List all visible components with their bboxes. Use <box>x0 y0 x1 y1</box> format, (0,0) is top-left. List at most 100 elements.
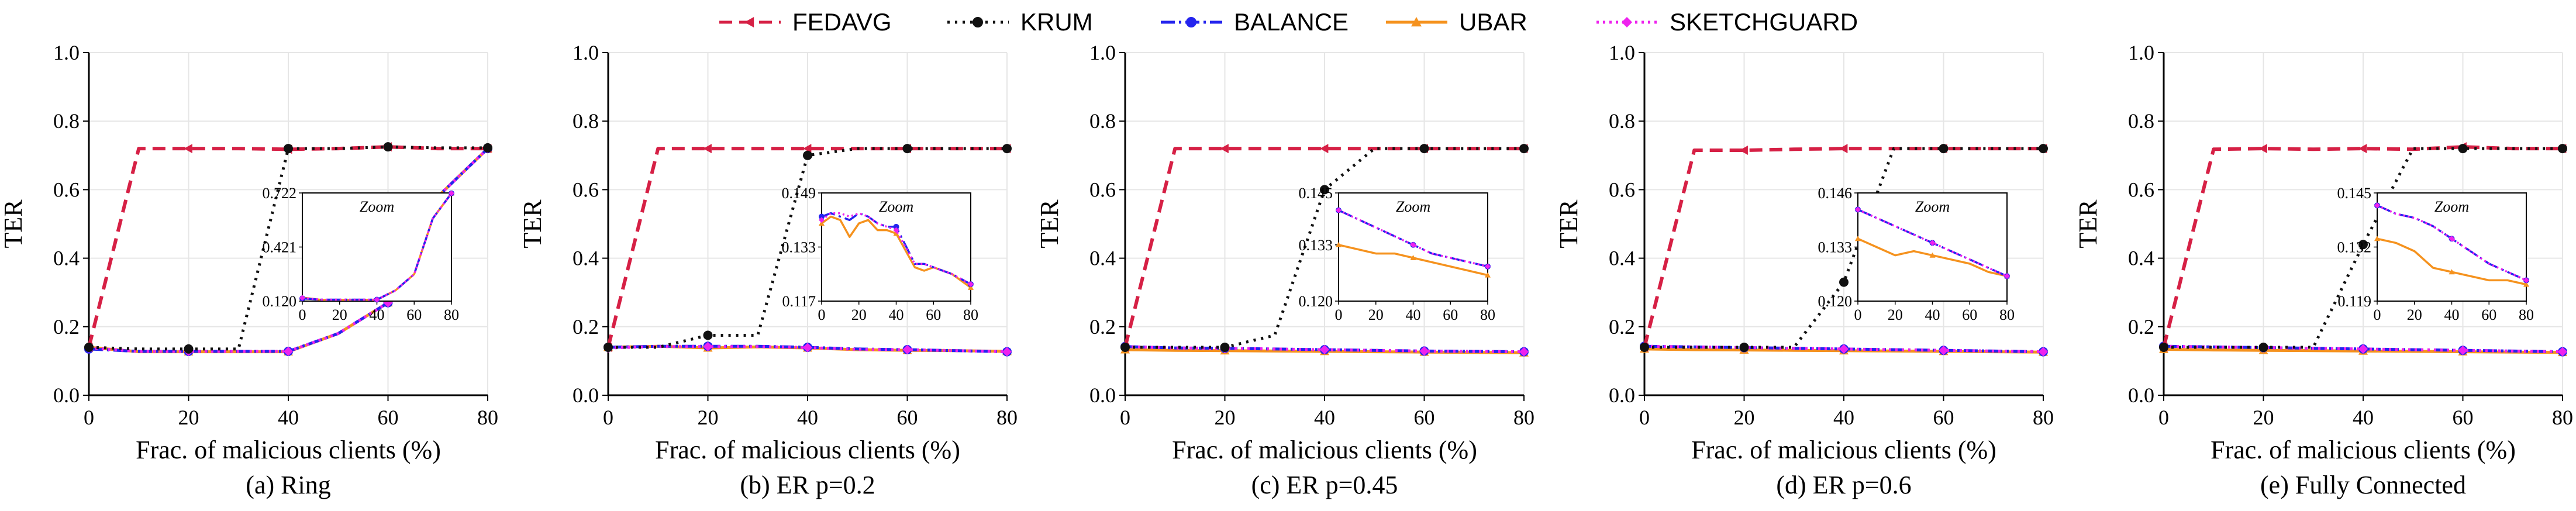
point-fedavg <box>2258 144 2267 154</box>
x-tick-label: 80 <box>996 406 1018 429</box>
x-tick-label: 20 <box>698 406 719 429</box>
inset-y-tick-label: 0.146 <box>1818 185 1853 202</box>
inset-point-ubar <box>968 284 974 290</box>
point-krum <box>703 330 713 340</box>
point-krum <box>2258 342 2268 352</box>
inset-series-ubar <box>2374 236 2529 287</box>
x-tick-label: 40 <box>2353 406 2374 429</box>
y-tick-label: 0.4 <box>53 247 80 270</box>
point-fedavg <box>184 144 192 154</box>
inset-y-tick-label: 0.145 <box>2337 185 2372 202</box>
point-sketchguard <box>703 341 713 351</box>
point-krum <box>604 342 613 352</box>
y-tick-label: 0.6 <box>573 178 599 201</box>
x-tick-label: 20 <box>1215 406 1236 429</box>
legend-label-balance: BALANCE <box>1234 8 1349 36</box>
x-axis-label: Frac. of malicious clients (%) <box>1172 436 1477 464</box>
point-krum <box>2558 144 2567 154</box>
inset-point-ubar <box>1929 252 1936 258</box>
point-fedavg <box>1839 144 1848 154</box>
y-axis-label: TER <box>0 199 27 248</box>
series-line-fedavg <box>1123 147 1524 348</box>
inset-y-tick-label: 0.132 <box>2337 239 2372 256</box>
point-krum <box>803 150 812 160</box>
point-krum <box>1002 144 1012 154</box>
inset-y-tick-label: 0.120 <box>263 293 297 310</box>
inset-y-tick-label: 0.120 <box>1818 293 1853 310</box>
inset-x-tick-label: 40 <box>370 306 385 323</box>
inset-point-sketchguard <box>819 217 825 223</box>
y-tick-label: 0.0 <box>1089 384 1116 407</box>
inset-series-sketchguard <box>1336 207 1491 270</box>
inset-line-sketchguard <box>1857 208 2008 277</box>
inset-x-tick-label: 60 <box>1443 306 1458 323</box>
point-krum <box>1320 185 1329 195</box>
y-tick-label: 0.0 <box>1609 384 1635 407</box>
inset-x-tick-label: 80 <box>963 306 978 323</box>
inset-x-tick-label: 60 <box>406 306 422 323</box>
inset-x-tick-label: 80 <box>1480 306 1495 323</box>
inset-x-tick-label: 40 <box>1925 306 1940 323</box>
inset-line-sketchguard <box>302 192 453 301</box>
inset-point-sketchguard <box>1929 240 1936 246</box>
point-sketchguard <box>1939 346 1949 355</box>
y-tick-label: 0.2 <box>1089 315 1116 339</box>
legend-label-ubar: UBAR <box>1459 8 1527 36</box>
series-line-fedavg <box>2162 145 2563 348</box>
inset-point-sketchguard <box>1855 206 1861 213</box>
inset-point-ubar <box>1336 241 1342 247</box>
inset-point-ubar <box>1410 255 1416 260</box>
point-fedavg <box>2358 144 2367 154</box>
inset-x-tick-label: 20 <box>332 306 347 323</box>
legend-marker-balance <box>1186 17 1196 27</box>
point-krum <box>1739 342 1749 352</box>
point-sketchguard <box>2458 346 2468 355</box>
x-tick-label: 80 <box>2552 406 2573 429</box>
inset-point-sketchguard <box>2374 202 2380 209</box>
inset-point-sketchguard <box>1410 241 1416 248</box>
legend-item-ubar: UBAR <box>1386 8 1527 36</box>
inset-x-tick-label: 40 <box>2444 306 2460 323</box>
y-tick-label: 0.8 <box>1609 109 1635 133</box>
inset-point-ubar <box>2374 236 2380 241</box>
panel-5: 0 20 40 60 80 0.0 0.2 0.4 0.6 0.8 1.0 Frac. of mali… <box>2074 41 2573 499</box>
inset-y-tick-label: 0.119 <box>2337 293 2371 310</box>
x-axis-label: Frac. of malicious clients (%) <box>655 436 960 464</box>
y-axis-label: TER <box>1554 199 1583 248</box>
point-krum <box>1640 342 1649 352</box>
legend-marker-krum <box>973 17 983 27</box>
inset-point-sketchguard <box>1485 263 1491 270</box>
x-tick-label: 80 <box>2033 406 2054 429</box>
inset-point-sketchguard <box>968 281 974 288</box>
inset-point-sketchguard <box>2523 277 2529 284</box>
inset-title: Zoom <box>1915 198 1950 215</box>
point-sketchguard <box>284 346 293 356</box>
inset-x-tick-label: 60 <box>2481 306 2496 323</box>
inset-x-tick-label: 80 <box>2519 306 2534 323</box>
x-tick-label: 40 <box>1833 406 1854 429</box>
inset-point-sketchguard <box>374 296 380 303</box>
series-line-krum <box>1644 147 2043 349</box>
inset-x-tick-label: 0 <box>2374 306 2381 323</box>
point-fedavg <box>1739 146 1748 156</box>
x-tick-label: 0 <box>1120 406 1130 429</box>
inset-frame <box>2377 192 2527 302</box>
panel-caption: (c) ER p=0.45 <box>1251 471 1398 499</box>
inset-series-sketchguard <box>819 212 974 288</box>
inset-zoom: 0 20 40 60 80 0.120 0.421 0.722 Zoom <box>263 185 460 323</box>
y-tick-label: 0.2 <box>2128 315 2154 339</box>
legend-item-krum: KRUM <box>947 8 1093 36</box>
series-krum <box>2159 144 2567 352</box>
legend-marker-ubar <box>1411 17 1422 27</box>
legend: FEDAVG KRUM BALANCE UBAR SKETCHGUARD <box>719 8 1858 36</box>
inset-point-sketchguard <box>2449 236 2455 242</box>
inset-y-tick-label: 0.133 <box>1299 237 1333 254</box>
inset-point-ubar <box>1855 236 1861 241</box>
point-fedavg <box>1220 144 1229 154</box>
inset-x-tick-label: 60 <box>926 306 941 323</box>
inset-y-tick-label: 0.133 <box>1818 239 1853 256</box>
inset-point-sketchguard <box>2004 273 2010 279</box>
y-tick-label: 0.2 <box>53 315 80 339</box>
panel-3: 0 20 40 60 80 0.0 0.2 0.4 0.6 0.8 1.0 Frac. of mali… <box>1035 41 1534 499</box>
